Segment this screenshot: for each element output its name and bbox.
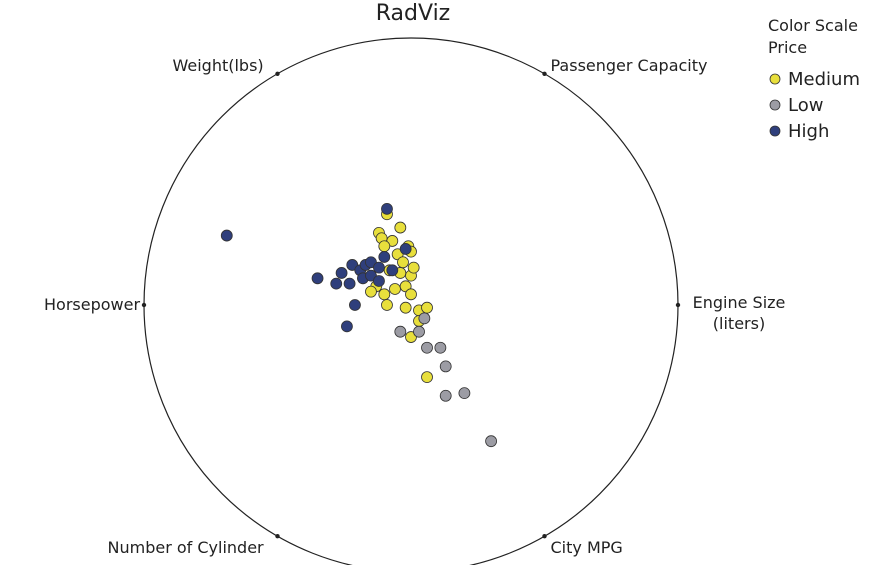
data-point [405, 288, 417, 301]
data-point [378, 288, 391, 301]
data-point [394, 325, 407, 338]
data-point [386, 264, 399, 277]
anchor-label: Passenger Capacity [550, 55, 708, 75]
data-point [399, 243, 412, 255]
data-point [485, 435, 498, 448]
data-point [399, 301, 412, 314]
anchor-label: Horsepower [44, 295, 141, 314]
anchor-label: City MPG [550, 538, 623, 558]
data-point [439, 389, 452, 402]
legend-label: Medium [788, 69, 860, 90]
legend-label: Low [788, 95, 823, 116]
data-point [407, 261, 420, 274]
data-point [311, 272, 324, 285]
anchor-dot [542, 71, 547, 76]
data-point [349, 299, 361, 311]
anchor-dot [275, 71, 280, 76]
data-point [421, 341, 433, 354]
data-point [439, 360, 452, 373]
data-point [418, 312, 431, 325]
data-point [397, 256, 409, 269]
anchor-dot [141, 302, 147, 308]
data-point [458, 387, 471, 400]
data-point [365, 285, 377, 298]
data-point [373, 275, 385, 287]
radviz-circle [143, 37, 679, 565]
anchor-dot [542, 534, 547, 539]
anchor-label: Number of Cylinder [107, 538, 264, 558]
anchor-dot [275, 534, 280, 539]
legend-title: Color Scale [768, 16, 858, 35]
anchor-dot [675, 302, 681, 308]
data-point [389, 283, 401, 295]
data-point [434, 341, 447, 354]
anchor-label: Weight(lbs) [172, 55, 264, 75]
data-point [378, 251, 391, 263]
legend-label: High [788, 121, 829, 142]
data-point [335, 267, 348, 279]
data-point [378, 240, 391, 253]
data-point [343, 277, 356, 290]
data-point [421, 371, 433, 383]
data-point [341, 320, 353, 333]
legend-swatch [769, 125, 781, 137]
data-point [381, 299, 393, 311]
data-point [381, 202, 393, 215]
data-point [394, 221, 407, 234]
data-point [330, 277, 343, 290]
chart-title: RadViz [376, 1, 450, 26]
data-point [220, 229, 233, 242]
legend-swatch [769, 73, 781, 85]
anchor-label: Engine Size (liters) [692, 293, 786, 333]
data-point [413, 325, 425, 338]
data-point [373, 261, 385, 274]
data-point [421, 301, 433, 314]
legend-swatch [769, 99, 781, 111]
legend-subtitle: Price [768, 38, 807, 57]
